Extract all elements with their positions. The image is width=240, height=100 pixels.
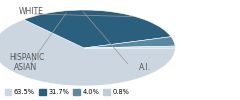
Wedge shape: [0, 20, 175, 86]
Text: A.I.: A.I.: [139, 62, 151, 72]
Legend: 63.5%, 31.7%, 4.0%, 0.8%: 63.5%, 31.7%, 4.0%, 0.8%: [3, 88, 131, 97]
Wedge shape: [84, 46, 175, 48]
Text: ASIAN: ASIAN: [14, 62, 38, 72]
Text: WHITE: WHITE: [19, 8, 44, 16]
Text: HISPANIC: HISPANIC: [10, 54, 45, 62]
Wedge shape: [24, 10, 171, 48]
Wedge shape: [84, 37, 175, 48]
